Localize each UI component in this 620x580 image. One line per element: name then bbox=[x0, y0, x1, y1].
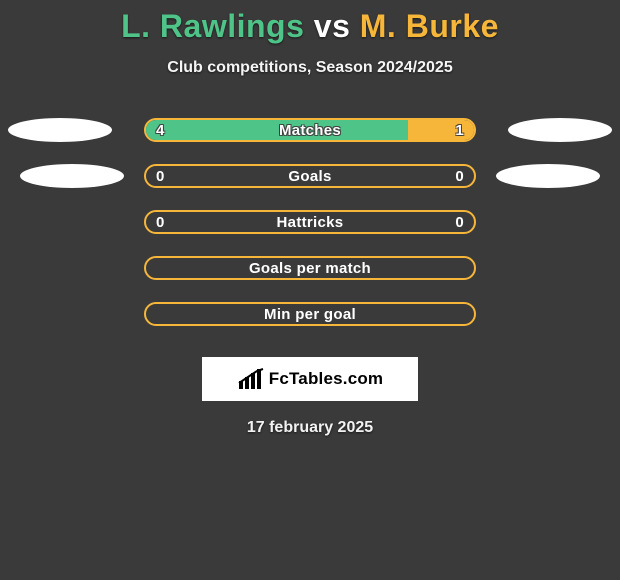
player2-form-oval bbox=[496, 164, 600, 188]
stat-bar: 00Hattricks bbox=[144, 210, 476, 234]
brand-chart-icon bbox=[237, 367, 265, 391]
subtitle: Club competitions, Season 2024/2025 bbox=[0, 59, 620, 77]
player2-name: M. Burke bbox=[360, 8, 499, 44]
stat-row: Goals per match bbox=[0, 245, 620, 291]
stat-bar: Goals per match bbox=[144, 256, 476, 280]
brand-text: FcTables.com bbox=[269, 369, 384, 389]
stat-label: Goals bbox=[146, 168, 474, 185]
stat-bar: Min per goal bbox=[144, 302, 476, 326]
player1-form-oval bbox=[20, 164, 124, 188]
stat-row: 00Goals bbox=[0, 153, 620, 199]
player1-name: L. Rawlings bbox=[121, 8, 304, 44]
stat-label: Hattricks bbox=[146, 214, 474, 231]
brand-box: FcTables.com bbox=[202, 357, 418, 401]
stat-row: 00Hattricks bbox=[0, 199, 620, 245]
player1-form-oval bbox=[8, 118, 112, 142]
date-label: 17 february 2025 bbox=[0, 419, 620, 437]
page-title: L. Rawlings vs M. Burke bbox=[0, 8, 620, 45]
player2-form-oval bbox=[508, 118, 612, 142]
stat-bar: 41Matches bbox=[144, 118, 476, 142]
stat-rows: 41Matches 00Goals 00Hattricks Goals per mat… bbox=[0, 107, 620, 337]
stat-row: 41Matches bbox=[0, 107, 620, 153]
vs-label: vs bbox=[314, 8, 351, 44]
stat-row: Min per goal bbox=[0, 291, 620, 337]
stat-label: Matches bbox=[146, 122, 474, 139]
stat-label: Min per goal bbox=[146, 306, 474, 323]
stat-bar: 00Goals bbox=[144, 164, 476, 188]
stat-label: Goals per match bbox=[146, 260, 474, 277]
comparison-infographic: L. Rawlings vs M. Burke Club competition… bbox=[0, 0, 620, 580]
